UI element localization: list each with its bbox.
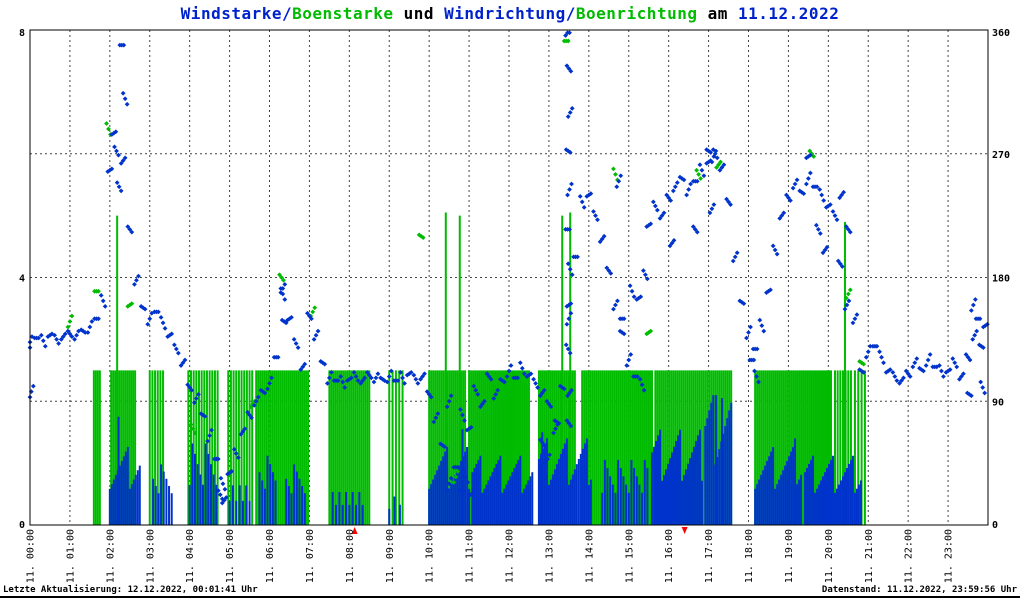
title-am: am	[697, 4, 738, 23]
chart-title: Windstarke/Boenstarke und Windrichtung/B…	[0, 4, 1020, 23]
x-axis-tick-label: 11. 03:00	[145, 529, 156, 583]
x-axis-tick-label: 11. 05:00	[225, 529, 236, 583]
title-date: 11.12.2022	[738, 4, 840, 23]
title-windrichtung: Windrichtung/	[444, 4, 576, 23]
right-axis-tick-label: 360	[992, 28, 1010, 39]
title-boenstarke: Boenstarke	[292, 4, 394, 23]
x-axis-tick-label: 11. 02:00	[105, 529, 116, 583]
footer: Letzte Aktualisierung: 12.12.2022, 00:01…	[0, 581, 1020, 596]
sunset-marker	[681, 527, 688, 534]
right-axis-tick-label: 0	[992, 520, 998, 531]
x-axis-tick-label: 11. 04:00	[185, 529, 196, 583]
wind-strength-bars	[108, 395, 862, 525]
sunrise-marker	[351, 527, 358, 534]
x-axis-tick-label: 11. 15:00	[624, 529, 635, 583]
x-axis-tick-label: 11. 09:00	[385, 529, 396, 583]
x-axis-tick-label: 11. 16:00	[664, 529, 675, 583]
x-axis-tick-label: 11. 00:00	[26, 529, 37, 583]
title-boenrichtung: Boenrichtung	[575, 4, 698, 23]
x-axis-tick-label: 11. 12:00	[505, 529, 516, 583]
left-axis-tick-label: 8	[19, 28, 25, 39]
wind-direction-dots	[27, 30, 990, 506]
right-axis-tick-label: 180	[992, 274, 1010, 285]
right-axis-tick-label: 90	[992, 397, 1004, 408]
data-timestamp-text: Datenstand: 11.12.2022, 23:59:56 Uhr	[821, 585, 1017, 595]
right-axis-tick-label: 270	[992, 150, 1010, 161]
title-windstarke: Windstarke/	[180, 4, 293, 23]
x-axis-tick-label: 11. 18:00	[744, 529, 755, 583]
left-axis-tick-label: 4	[19, 274, 25, 285]
last-update-text: Letzte Aktualisierung: 12.12.2022, 00:01…	[3, 585, 258, 595]
left-axis-tick-label: 0	[19, 520, 25, 531]
x-axis-tick-label: 11. 14:00	[584, 529, 595, 583]
title-und: und	[393, 4, 445, 23]
x-axis-tick-label: 11. 21:00	[864, 529, 875, 583]
x-axis-tick-label: 11. 11:00	[465, 529, 476, 583]
x-axis-tick-label: 11. 22:00	[904, 529, 915, 583]
x-axis-tick-label: 11. 08:00	[345, 529, 356, 583]
sun-markers	[351, 527, 688, 534]
plot-frame	[29, 29, 989, 526]
x-axis-tick-label: 11. 07:00	[305, 529, 316, 583]
x-axis-tick-label: 11. 13:00	[544, 529, 555, 583]
x-axis-tick-label: 11. 10:00	[425, 529, 436, 583]
x-axis-tick-label: 11. 01:00	[65, 529, 76, 583]
x-axis-tick-label: 11. 23:00	[944, 529, 955, 583]
bottom-rule	[0, 596, 1020, 598]
gust-direction-dots	[65, 38, 866, 485]
x-axis-tick-label: 11. 06:00	[265, 529, 276, 583]
x-axis-tick-label: 11. 17:00	[704, 529, 715, 583]
x-axis-tick-label: 11. 20:00	[824, 529, 835, 583]
x-axis-tick-label: 11. 19:00	[784, 529, 795, 583]
